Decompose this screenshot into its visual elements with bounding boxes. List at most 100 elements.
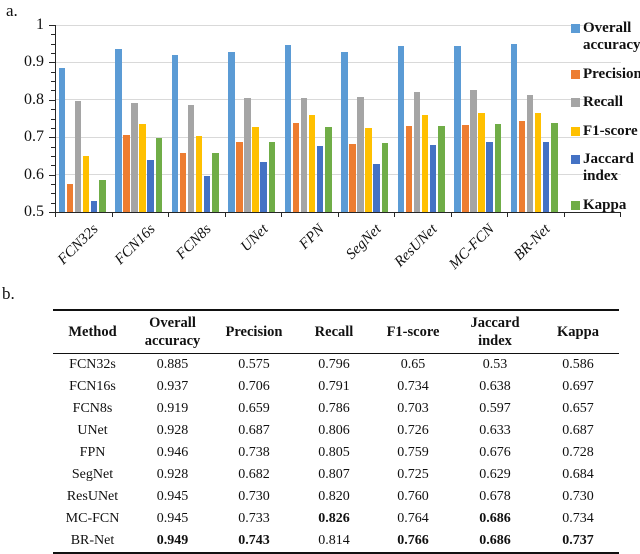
method-cell: UNet [77, 423, 108, 439]
value-cell: 0.734 [562, 511, 594, 527]
legend-label: Overall accuracy [583, 20, 640, 53]
x-axis-tick [394, 213, 395, 217]
value-cell: 0.65 [400, 357, 426, 373]
value-cell: 0.733 [238, 511, 270, 527]
bar [349, 143, 356, 212]
y-axis-tick [51, 43, 55, 45]
y-axis-tick-label: 1 [36, 16, 44, 33]
bar [478, 113, 485, 212]
x-axis-tick [224, 213, 226, 217]
y-axis-tick-label: 0.6 [24, 165, 44, 183]
y-axis-tick [51, 183, 55, 185]
value-cell: 0.949 [132, 530, 213, 554]
value-cell: 0.885 [156, 357, 189, 373]
y-axis-tick [49, 99, 55, 101]
bar [195, 136, 203, 212]
legend-item: Recall [571, 94, 640, 111]
bar [244, 97, 251, 212]
legend-item: F1-score [571, 123, 640, 140]
y-axis-tick [51, 202, 55, 204]
value-cell: 0.684 [562, 467, 594, 483]
table-row: ResUNet 0.945 0.730 0.820 0.760 0.678 0.730 [53, 486, 619, 508]
bar [131, 103, 138, 212]
value-cell: 0.928 [156, 467, 189, 483]
value-cell: 0.633 [479, 423, 511, 439]
y-axis-tick [51, 34, 55, 36]
method-cell: FCN16s [69, 379, 116, 395]
bar [373, 163, 380, 212]
x-axis-tick [450, 213, 452, 217]
x-category-label: FCN32s [55, 221, 102, 268]
value-cell: 0.726 [397, 423, 429, 439]
bar [526, 94, 534, 212]
method-cell: FCN8s [72, 401, 113, 417]
value-cell: 0.728 [562, 445, 594, 461]
bar [357, 97, 364, 212]
column-header: Precision [213, 309, 295, 355]
bar [155, 138, 163, 212]
bar [325, 126, 332, 212]
value-cell: 0.734 [397, 379, 429, 395]
value-cell: 0.586 [562, 357, 594, 373]
value-cell: 0.686 [479, 511, 511, 527]
table-row: SegNet 0.928 0.682 0.807 0.725 0.629 0.684 [53, 464, 619, 486]
bar [187, 105, 195, 212]
value-cell: 0.786 [318, 401, 350, 417]
value-cell: 0.659 [238, 401, 270, 417]
value-cell: 0.919 [156, 401, 189, 417]
legend-color-swatch-icon [571, 98, 580, 108]
metrics-table: Method Overall accuracy Precision Recall F1-… [53, 309, 619, 554]
bar [381, 143, 389, 212]
value-cell: 0.796 [318, 357, 350, 373]
x-category-label: FCN16s [111, 221, 159, 268]
x-category-label: UNet [237, 221, 272, 256]
y-axis-tick [49, 62, 55, 64]
value-cell: 0.638 [479, 379, 511, 395]
value-cell: 0.814 [295, 530, 373, 554]
bar [171, 55, 179, 212]
bar [470, 90, 477, 212]
bar [429, 145, 437, 212]
value-cell: 0.687 [562, 423, 594, 439]
bar [260, 162, 267, 212]
bar [454, 45, 461, 212]
bar [179, 152, 187, 212]
table-row: FCN32s 0.885 0.575 0.796 0.65 0.53 0.586 [53, 354, 619, 377]
method-cell: MC-FCN [65, 511, 120, 527]
bar [203, 175, 211, 212]
x-category-label: FCN8s [173, 221, 215, 263]
bar [268, 142, 276, 212]
x-category-label: ResUNet [391, 221, 441, 271]
method-cell: FPN [79, 445, 106, 461]
y-axis-tick-label: 0.8 [24, 90, 44, 108]
bar [308, 115, 316, 212]
value-cell: 0.730 [238, 489, 270, 505]
bar [139, 124, 146, 212]
x-category-label: FPN [296, 221, 328, 253]
table-header-row: Method Overall accuracy Precision Recall F1-… [53, 309, 619, 355]
y-axis-tick-label: 0.9 [24, 53, 44, 71]
x-axis-tick [55, 213, 56, 217]
x-axis-tick [620, 213, 621, 217]
legend-color-swatch-icon [571, 126, 580, 136]
x-category-label: BR-Net [511, 221, 554, 264]
bar [486, 142, 493, 212]
bar [551, 123, 558, 212]
y-axis-tick-label: 0.5 [24, 203, 44, 220]
legend-item: Precision [571, 66, 640, 83]
x-category-label: MC-FCN [445, 221, 498, 273]
bar [518, 121, 526, 212]
legend-color-swatch-icon [571, 69, 580, 79]
bar [66, 183, 74, 212]
value-cell: 0.657 [562, 401, 594, 417]
method-cell: SegNet [71, 467, 114, 483]
bar [397, 45, 405, 212]
bar [212, 153, 219, 212]
bar [123, 134, 130, 212]
bar [228, 51, 235, 212]
legend-label: Recall [583, 94, 623, 111]
value-cell: 0.791 [318, 379, 350, 395]
y-axis-tick [51, 155, 55, 157]
value-cell: 0.928 [156, 423, 189, 439]
bar [494, 124, 502, 212]
